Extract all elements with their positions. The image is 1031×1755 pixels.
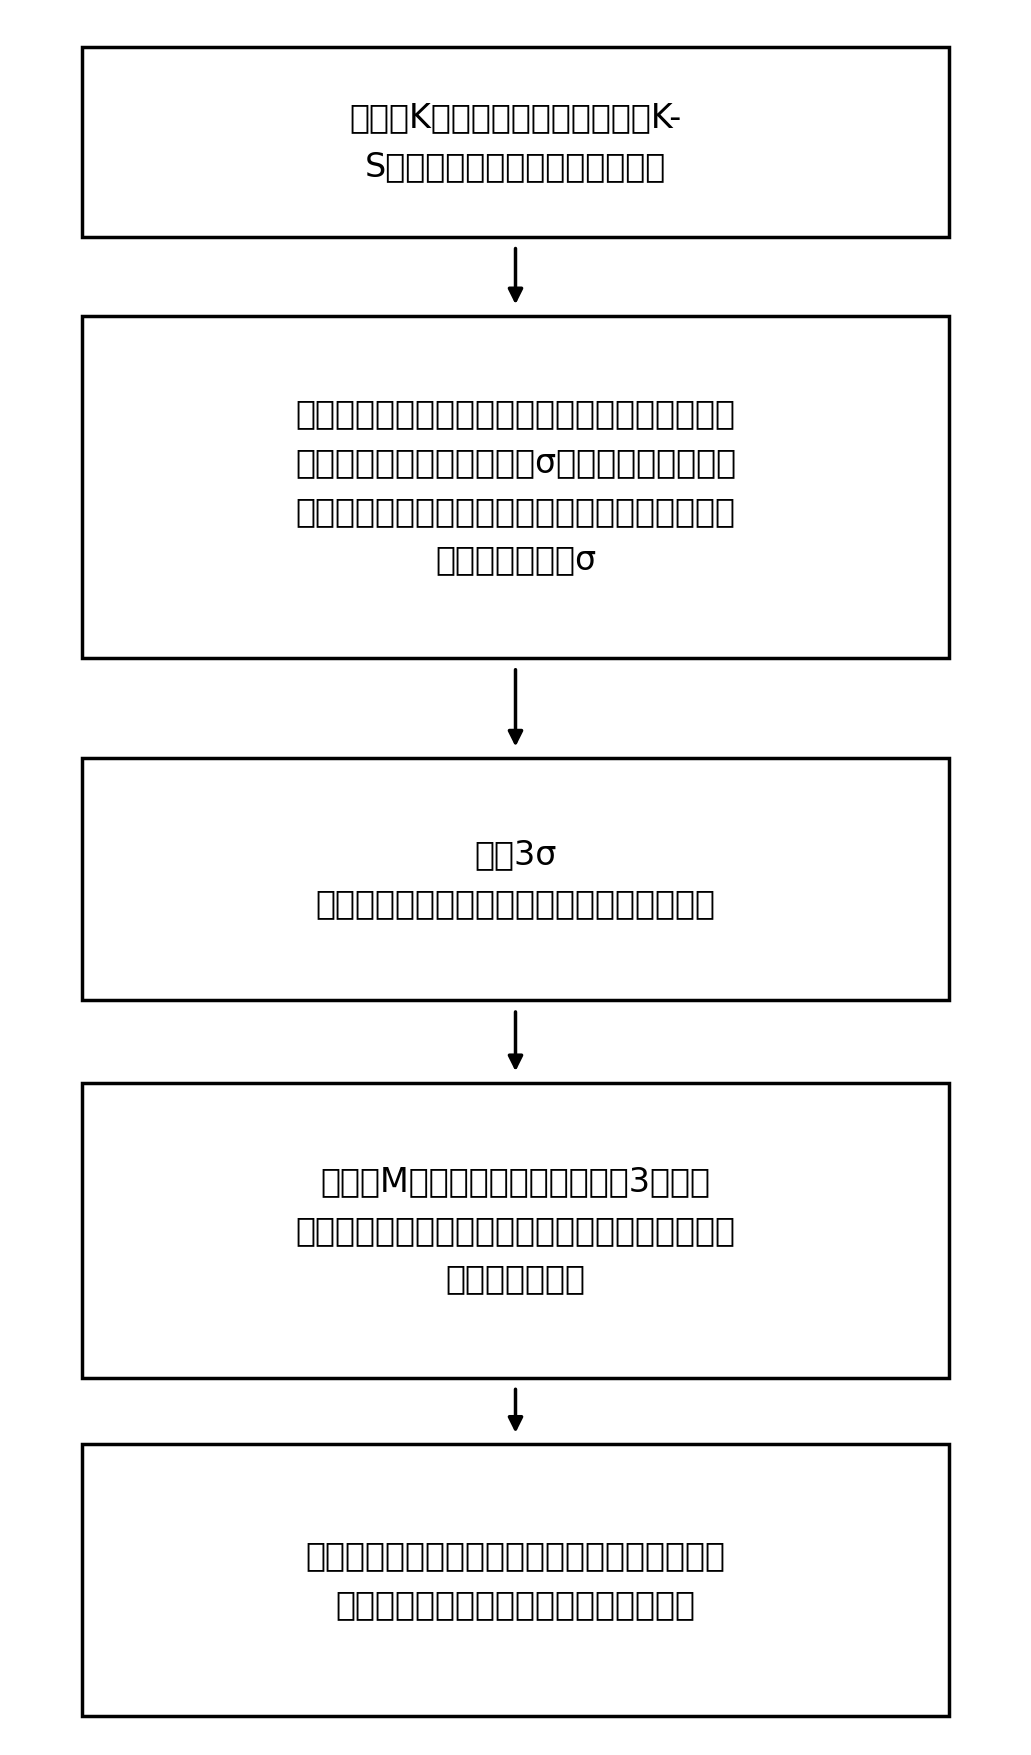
FancyBboxPatch shape	[82, 1083, 949, 1378]
Text: 在温度敏感区间分段建模点两侧采用分段建模方
法，建立分段的机床热误差补偿预测模型: 在温度敏感区间分段建模点两侧采用分段建模方 法，建立分段的机床热误差补偿预测模型	[305, 1539, 726, 1622]
FancyBboxPatch shape	[82, 316, 949, 658]
Text: 选择第K批次数据，进行单样本的K-
S检验，判断其是否符合正态分布: 选择第K批次数据，进行单样本的K- S检验，判断其是否符合正态分布	[350, 102, 681, 183]
FancyBboxPatch shape	[82, 758, 949, 1000]
Text: 通过3σ
原则标记该批数据潜在的温度敏感区间分段点: 通过3σ 原则标记该批数据潜在的温度敏感区间分段点	[315, 839, 716, 920]
Text: 若符合正态分布，进行单个正态总体的方差的置信
区间参数检验，获得标准差σ，若服从其他分布，
则进行单个其他分布总体的方差的置信区间参数检
验，获得标准差σ: 若符合正态分布，进行单个正态总体的方差的置信 区间参数检验，获得标准差σ，若服从…	[295, 398, 736, 576]
Text: 当所有M批次数据依次完成了以上3个步骤
步骤，根据工程需要选取阈值得到最终的温度敏感
区间分段建模点: 当所有M批次数据依次完成了以上3个步骤 步骤，根据工程需要选取阈值得到最终的温度…	[296, 1165, 735, 1295]
FancyBboxPatch shape	[82, 1444, 949, 1716]
FancyBboxPatch shape	[82, 47, 949, 237]
